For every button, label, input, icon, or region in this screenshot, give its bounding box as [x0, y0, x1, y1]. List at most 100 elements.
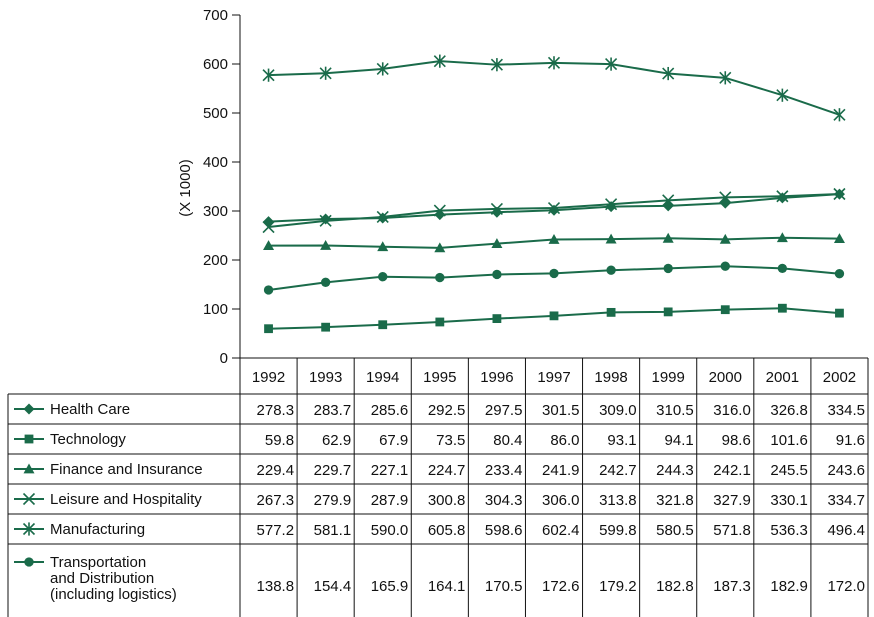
data-label: 306.0 — [542, 492, 580, 509]
data-point — [719, 197, 731, 209]
data-label: 80.4 — [493, 432, 522, 449]
data-label: 334.7 — [827, 492, 865, 509]
data-point — [320, 213, 332, 225]
data-point — [833, 233, 845, 244]
legend-marker — [24, 434, 34, 444]
data-point — [434, 209, 446, 221]
data-label: 536.3 — [770, 522, 808, 539]
data-point — [376, 62, 389, 76]
data-point — [378, 320, 388, 330]
legend-marker — [22, 522, 36, 536]
data-point — [492, 269, 502, 280]
data-label: 334.5 — [827, 402, 865, 419]
data-label: 91.6 — [836, 432, 865, 449]
data-point — [548, 233, 560, 244]
data-point — [491, 238, 503, 249]
x-tick-label: 1993 — [309, 369, 342, 386]
legend-marker — [22, 492, 36, 506]
legend-entry: (including logistics) — [50, 586, 177, 603]
data-label: 172.0 — [827, 578, 865, 595]
data-label: 326.8 — [770, 402, 808, 419]
data-label: 602.4 — [542, 522, 580, 539]
data-point — [776, 232, 788, 243]
data-label: 138.8 — [257, 578, 295, 595]
data-point — [319, 66, 332, 80]
data-label: 94.1 — [665, 432, 694, 449]
data-point — [662, 194, 675, 207]
data-label: 327.9 — [713, 492, 751, 509]
data-label: 244.3 — [656, 462, 694, 479]
data-point — [605, 201, 617, 213]
data-label: 229.7 — [314, 462, 352, 479]
data-point — [834, 269, 845, 279]
data-point — [319, 214, 332, 227]
data-label: 309.0 — [599, 402, 637, 419]
data-label: 297.5 — [485, 402, 523, 419]
data-label: 316.0 — [713, 402, 751, 419]
data-label: 62.9 — [322, 432, 351, 449]
data-label: 101.6 — [770, 432, 808, 449]
data-point — [549, 311, 559, 321]
data-label: 279.9 — [314, 492, 352, 509]
data-point — [263, 285, 274, 295]
data-point — [776, 88, 789, 102]
data-label: 187.3 — [713, 578, 751, 595]
data-label: 599.8 — [599, 522, 637, 539]
data-point — [433, 204, 446, 217]
data-point — [492, 314, 502, 324]
legend-entry: Finance and Insurance — [50, 461, 203, 478]
data-label: 598.6 — [485, 522, 523, 539]
data-point — [262, 68, 275, 82]
data-label: 304.3 — [485, 492, 523, 509]
x-tick-label: 1995 — [423, 369, 456, 386]
data-point — [606, 307, 616, 317]
y-tick-label: 100 — [203, 301, 228, 318]
legend-marker — [23, 403, 35, 415]
data-label: 182.8 — [656, 578, 694, 595]
y-tick-label: 300 — [203, 203, 228, 220]
data-point — [377, 241, 389, 252]
data-label: 182.9 — [770, 578, 808, 595]
data-label: 93.1 — [607, 432, 636, 449]
data-label: 242.7 — [599, 462, 637, 479]
data-point — [662, 66, 675, 81]
data-label: 59.8 — [265, 432, 294, 449]
data-label: 165.9 — [371, 578, 409, 595]
data-point — [720, 305, 730, 315]
data-point — [719, 233, 731, 244]
data-point — [662, 232, 674, 243]
data-point — [433, 54, 446, 68]
x-tick-label: 1998 — [594, 369, 627, 386]
data-label: 581.1 — [314, 522, 352, 539]
data-label: 172.6 — [542, 578, 580, 595]
y-axis-label: (X 1000) — [177, 159, 194, 217]
data-point — [719, 71, 732, 85]
legend-marker — [24, 557, 34, 567]
legend-entry: Technology — [50, 431, 126, 448]
legend-entry: Leisure and Hospitality — [50, 491, 202, 508]
data-point — [833, 108, 846, 122]
y-tick-label: 0 — [220, 350, 228, 367]
data-label: 590.0 — [371, 522, 409, 539]
data-label: 233.4 — [485, 462, 523, 479]
legend-entry: and Distribution — [50, 570, 154, 587]
y-tick-label: 600 — [203, 56, 228, 73]
data-point — [833, 187, 846, 201]
data-label: 571.8 — [713, 522, 751, 539]
x-tick-label: 2001 — [766, 369, 799, 386]
legend-entry: Manufacturing — [50, 521, 145, 538]
plot-area — [262, 54, 846, 334]
data-label: 267.3 — [257, 492, 295, 509]
data-point — [321, 322, 331, 332]
y-tick-label: 700 — [203, 7, 228, 24]
data-point — [549, 268, 559, 279]
y-tick-label: 500 — [203, 105, 228, 122]
x-tick-label: 1997 — [537, 369, 570, 386]
data-label: 278.3 — [257, 402, 295, 419]
x-tick-label: 2002 — [823, 369, 856, 386]
data-point — [548, 204, 560, 216]
legend-entry: Transportation — [50, 554, 146, 571]
data-point — [263, 216, 275, 228]
data-point — [777, 263, 788, 274]
data-label: 179.2 — [599, 578, 637, 595]
